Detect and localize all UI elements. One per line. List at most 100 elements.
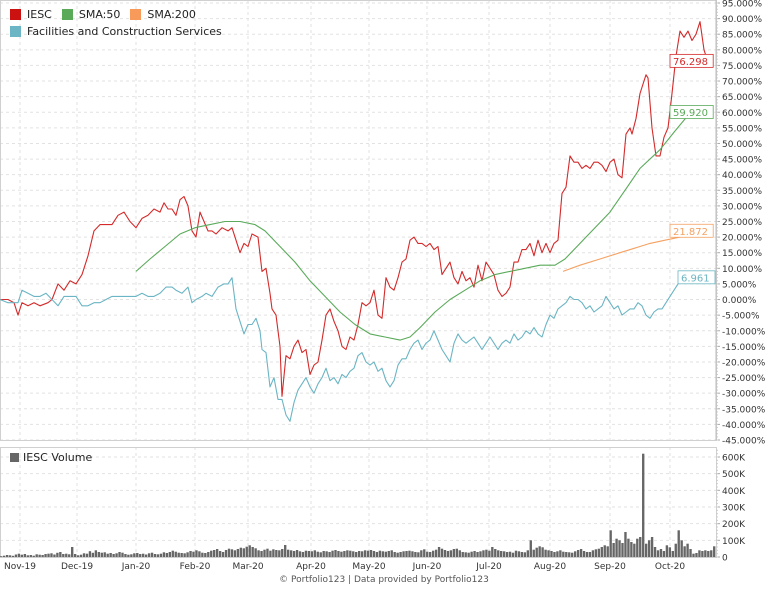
volume-bar bbox=[713, 546, 716, 557]
y-tick-label: 40.000% bbox=[722, 171, 762, 181]
volume-bar bbox=[304, 550, 308, 557]
volume-bar bbox=[230, 549, 234, 557]
volume-bar bbox=[254, 548, 257, 557]
y-tick-label: -15.000% bbox=[722, 343, 766, 353]
volume-bar bbox=[260, 551, 263, 557]
volume-bar bbox=[215, 549, 219, 557]
volume-bar bbox=[526, 550, 529, 557]
value-label-box bbox=[669, 53, 714, 68]
volume-bar bbox=[363, 550, 367, 557]
volume-bar bbox=[349, 550, 352, 557]
volume-bar bbox=[434, 549, 438, 557]
volume-bar bbox=[553, 552, 556, 557]
volume-bar bbox=[565, 552, 568, 557]
price-y-axis: 95.000% 90.000% 85.000% 80.000% 75.000% 70.00… bbox=[715, 0, 766, 447]
y-tick-label: 90.000% bbox=[722, 15, 762, 25]
volume-bar bbox=[334, 550, 337, 557]
volume-legend[interactable]: IESC Volume bbox=[10, 451, 92, 464]
volume-bar bbox=[701, 551, 704, 557]
volume-bar bbox=[183, 553, 186, 557]
x-tick-label: Oct-20 bbox=[655, 562, 686, 572]
volume-bar bbox=[32, 555, 35, 557]
volume-bar bbox=[53, 554, 56, 557]
volume-bar bbox=[325, 551, 328, 557]
volume-bar bbox=[621, 543, 624, 557]
volume-bar bbox=[440, 548, 444, 557]
value-label-sma50: 59.920 bbox=[673, 108, 708, 119]
volume-bar bbox=[17, 553, 21, 557]
volume-bar bbox=[668, 547, 672, 557]
volume-bar bbox=[408, 550, 411, 557]
volume-bar bbox=[236, 549, 240, 557]
volume-bar bbox=[633, 543, 636, 557]
y-tick-label: 0 bbox=[722, 554, 728, 564]
legend-item-sector[interactable]: Facilities and Construction Services bbox=[10, 23, 222, 40]
volume-bar bbox=[639, 537, 642, 557]
volume-bar bbox=[662, 551, 666, 557]
volume-bar bbox=[358, 551, 361, 557]
volume-bar bbox=[20, 554, 24, 557]
volume-bar bbox=[571, 552, 574, 557]
volume-bar bbox=[473, 551, 476, 557]
volume-bar bbox=[292, 551, 296, 557]
y-tick-label: 300K bbox=[722, 504, 746, 514]
volume-bar bbox=[50, 553, 53, 557]
volume-bar bbox=[233, 550, 237, 557]
volume-bar bbox=[224, 550, 228, 557]
volume-bar bbox=[600, 547, 603, 557]
y-tick-label: 80.000% bbox=[722, 46, 762, 56]
volume-bar bbox=[381, 551, 385, 557]
volume-bar bbox=[301, 552, 305, 557]
footer-credit: © Portfolio123 | Data provided by Portfo… bbox=[279, 575, 489, 585]
volume-bar bbox=[423, 549, 426, 557]
volume-bar bbox=[458, 550, 461, 557]
volume-bar bbox=[547, 550, 550, 557]
value-label-box bbox=[669, 223, 714, 238]
volume-bars bbox=[0, 453, 716, 557]
volume-bar bbox=[47, 553, 50, 557]
x-tick-label: May-20 bbox=[352, 562, 385, 572]
y-tick-label: -40.000% bbox=[722, 421, 766, 431]
volume-bar bbox=[97, 552, 100, 557]
volume-bar bbox=[284, 545, 287, 557]
volume-bar bbox=[541, 547, 544, 557]
legend-label: IESC bbox=[27, 8, 52, 21]
volume-bar bbox=[198, 551, 201, 557]
legend-swatch-sector-icon bbox=[10, 26, 21, 37]
volume-bar bbox=[165, 553, 169, 557]
x-tick-label: Jul-20 bbox=[475, 562, 502, 572]
volume-bar bbox=[396, 552, 399, 557]
price-legend: IESC SMA:50 SMA:200 Facilities and Const… bbox=[10, 6, 232, 40]
x-tick-label: Sep-20 bbox=[594, 562, 626, 572]
volume-bar bbox=[281, 549, 284, 557]
legend-item-iesc[interactable]: IESC bbox=[10, 6, 52, 23]
legend-item-sma50[interactable]: SMA:50 bbox=[61, 6, 120, 23]
volume-bar bbox=[520, 552, 524, 557]
volume-bar bbox=[91, 552, 95, 557]
volume-bar bbox=[251, 547, 254, 557]
volume-bar bbox=[328, 552, 331, 557]
volume-bar bbox=[319, 552, 322, 557]
volume-bar bbox=[452, 549, 456, 557]
volume-bar bbox=[656, 550, 660, 557]
volume-bar bbox=[73, 554, 77, 557]
volume-bar bbox=[671, 551, 674, 557]
volume-bar bbox=[431, 550, 435, 557]
y-tick-label: -45.000% bbox=[722, 437, 766, 447]
volume-bar bbox=[538, 546, 541, 557]
volume-bar bbox=[411, 551, 414, 557]
x-tick-label: Mar-20 bbox=[232, 562, 263, 572]
volume-bar bbox=[591, 550, 595, 557]
volume-bar bbox=[470, 551, 473, 557]
x-axis: Nov-19 Dec-19 Jan-20 Feb-20 Mar-20 Apr-20 May-… bbox=[4, 562, 685, 572]
volume-bar bbox=[201, 552, 204, 557]
volume-bar bbox=[355, 552, 358, 557]
volume-bar bbox=[168, 552, 171, 557]
y-tick-label: -20.000% bbox=[722, 358, 766, 368]
legend-item-sma200[interactable]: SMA:200 bbox=[130, 6, 196, 23]
volume-bar bbox=[402, 551, 405, 557]
volume-bar bbox=[218, 551, 222, 557]
volume-bar bbox=[68, 554, 71, 557]
